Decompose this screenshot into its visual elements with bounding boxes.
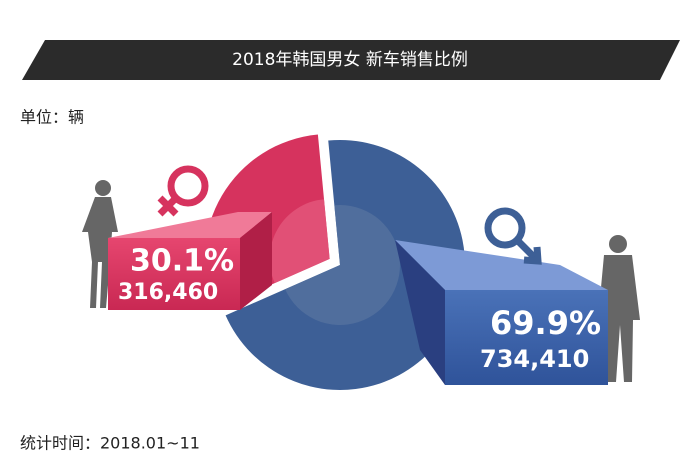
count-label: 734,410 (480, 345, 589, 373)
male-symbol (484, 207, 542, 265)
footnote: 统计时间：2018.01~11 (20, 434, 200, 453)
percent-label: 69.9% (490, 304, 601, 342)
unit-label: 单位：辆 (20, 108, 84, 127)
panel-top (108, 212, 272, 238)
count-label: 316,460 (118, 280, 218, 305)
title-banner (22, 40, 680, 80)
inner-ring-slice (285, 205, 400, 326)
female-panel (108, 238, 240, 310)
male-figure (598, 235, 640, 382)
panel-side (395, 240, 445, 385)
female-figure (82, 180, 118, 308)
inner-ring-slice (269, 199, 330, 284)
female-symbol (157, 165, 209, 217)
chart-title: 2018年韩国男女 新车销售比例 (232, 50, 468, 70)
panel-top (395, 240, 608, 290)
panel-side (240, 212, 272, 310)
male-panel (445, 290, 608, 385)
percent-label: 30.1% (130, 244, 234, 279)
